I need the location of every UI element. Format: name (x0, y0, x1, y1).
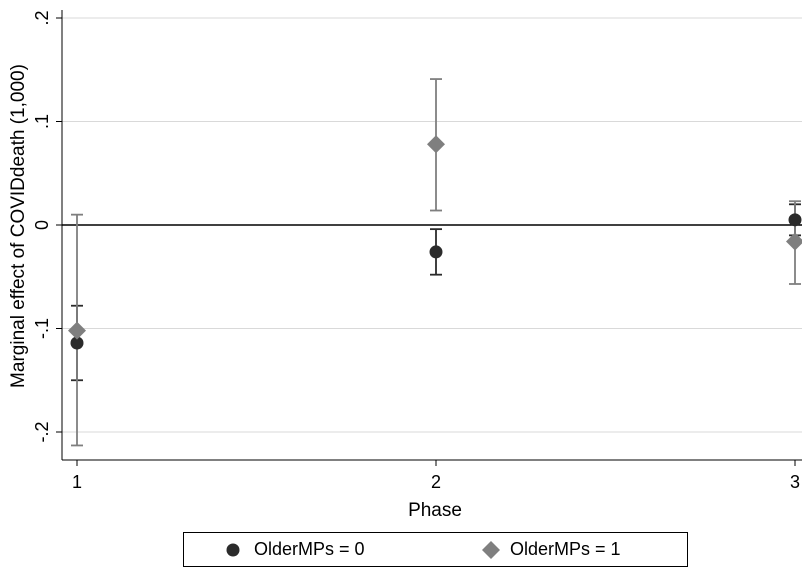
chart-area: .2 .1 0 -.1 -.2 1 2 3 Marginal effect of COVID… (8, 10, 802, 521)
axes (61, 10, 802, 461)
data-marks (68, 78, 802, 447)
x-tick-label: 1 (72, 472, 82, 492)
legend-item-oldermps-1: OlderMPs = 1 (482, 533, 621, 566)
legend-label: OlderMPs = 0 (254, 539, 365, 559)
point-diamond (786, 232, 802, 251)
legend-label: OlderMPs = 1 (510, 539, 621, 559)
y-axis-title: Marginal effect of COVIDdeath (1,000) (8, 64, 29, 388)
legend-circle-marker (226, 543, 240, 556)
x-axis-title: Phase (408, 500, 462, 521)
y-tick-label: .2 (32, 10, 52, 25)
x-tick-label: 2 (431, 472, 441, 492)
y-tick-label: .1 (32, 114, 52, 129)
point-circle (788, 213, 802, 227)
point-circle (429, 245, 443, 259)
x-tick-label: 3 (790, 472, 800, 492)
legend-diamond-marker (482, 540, 500, 559)
gridlines (62, 17, 802, 433)
y-tick-label: 0 (32, 220, 52, 230)
point-circle (70, 336, 84, 350)
legend: OlderMPs = 0 OlderMPs = 1 (183, 532, 688, 567)
point-diamond (427, 135, 445, 154)
x-axis-ticks: 1 2 3 (72, 460, 800, 492)
y-axis-ticks: .2 .1 0 -.1 -.2 (32, 10, 62, 443)
point-diamond (68, 321, 86, 340)
y-tick-label: -.1 (32, 318, 52, 339)
y-tick-label: -.2 (32, 421, 52, 442)
legend-item-oldermps-0: OlderMPs = 0 (226, 533, 365, 566)
